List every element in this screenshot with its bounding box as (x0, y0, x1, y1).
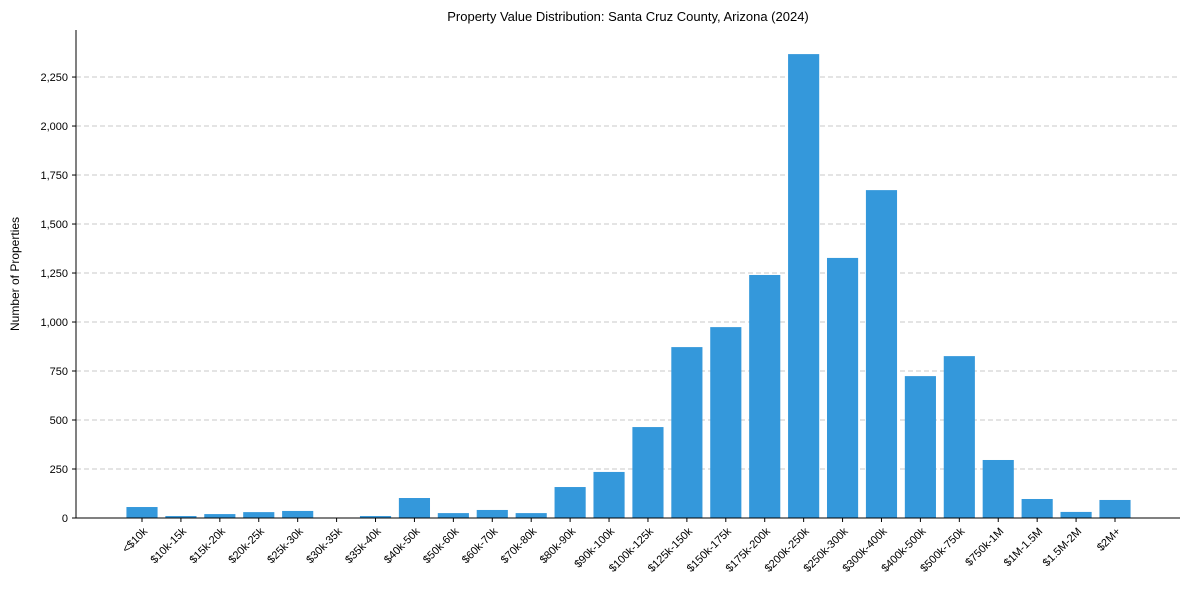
bar (904, 376, 936, 518)
bar (359, 516, 392, 518)
bar (632, 427, 664, 518)
bar (126, 507, 158, 518)
x-tick-label: <$10k (120, 525, 150, 555)
x-tick-label: $750k-1M (963, 526, 1006, 569)
x-tick-label: $30k-35k (304, 525, 345, 566)
gridlines (76, 76, 1180, 470)
bar (671, 347, 703, 518)
chart-title: Property Value Distribution: Santa Cruz … (447, 9, 809, 24)
y-tick-label: 1,000 (40, 317, 68, 329)
bar (437, 513, 469, 518)
x-tick-label: $10k-15k (149, 525, 190, 566)
bars (126, 54, 1131, 519)
x-tick-label: $35k-40k (343, 525, 384, 566)
bar (749, 274, 781, 518)
x-tick-label: $70k-80k (499, 525, 540, 566)
x-tick-label: $1M-1.5M (1002, 526, 1046, 570)
x-tick-label: $1.5M-2M (1041, 526, 1085, 570)
bar (398, 498, 431, 518)
bar (204, 514, 236, 518)
y-tick-label: 2,000 (40, 121, 68, 133)
y-tick-label: 250 (50, 464, 68, 476)
x-tick-label: $80k-90k (538, 525, 579, 566)
x-tick-label: $60k-70k (460, 525, 501, 566)
x-tick-label: $15k-20k (187, 525, 228, 566)
x-tick-label: $2M+ (1095, 526, 1123, 554)
x-tick-label: $40k-50k (382, 525, 423, 566)
y-axis-ticks: 0 250 500 750 1,000 1,250 1,500 1,750 2,000 2,250 (40, 72, 76, 525)
bar (593, 471, 625, 518)
bar (826, 257, 859, 518)
bar (788, 54, 820, 519)
bar (165, 516, 197, 518)
y-tick-label: 2,250 (40, 72, 68, 84)
y-tick-label: 500 (50, 415, 68, 427)
y-tick-label: 1,250 (40, 268, 68, 280)
y-tick-label: 1,500 (40, 219, 68, 231)
bar (515, 513, 547, 518)
x-tick-label: $20k-25k (226, 525, 267, 566)
x-axis-ticks: <$10k$10k-15k$15k-20k$20k-25k$25k-30k$30… (120, 518, 1123, 575)
bar (710, 327, 742, 518)
bar (865, 190, 898, 518)
bar (1060, 511, 1092, 518)
y-tick-label: 750 (50, 366, 68, 378)
bar (282, 510, 314, 518)
bar (1021, 498, 1053, 518)
bar (554, 487, 586, 518)
y-axis-label: Number of Properties (8, 217, 22, 331)
y-tick-label: 0 (62, 513, 68, 525)
x-tick-label: $50k-60k (421, 525, 462, 566)
bar (943, 356, 975, 518)
bar (476, 509, 508, 518)
bar (982, 459, 1014, 518)
bar (243, 512, 275, 518)
y-tick-label: 1,750 (40, 170, 68, 182)
x-tick-label: $25k-30k (265, 525, 306, 566)
bar (1099, 499, 1131, 518)
